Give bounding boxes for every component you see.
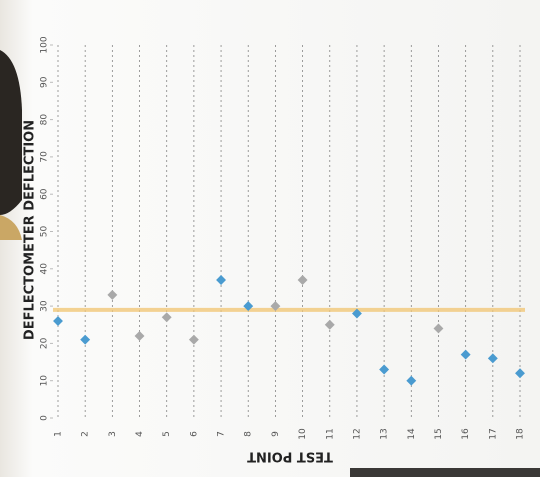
y-tick-label: 50 (40, 226, 50, 238)
y-tick-label: 80 (40, 114, 50, 126)
background-edge (350, 468, 540, 477)
x-tick-label: 15 (434, 428, 444, 439)
y-tick-label: 90 (40, 76, 50, 88)
x-tick-label: 9 (271, 431, 281, 437)
y-tick-label: 60 (40, 188, 50, 200)
x-tick-label: 8 (244, 431, 254, 437)
y-tick-label: 100 (40, 36, 50, 53)
paper (0, 0, 540, 477)
x-tick-label: 4 (135, 431, 145, 437)
y-tick-label: 30 (40, 300, 50, 312)
x-tick-label: 10 (298, 428, 308, 440)
x-tick-label: 16 (461, 428, 471, 440)
y-tick-label: 20 (40, 337, 50, 349)
x-tick-label: 11 (325, 428, 335, 439)
x-tick-label: 3 (108, 431, 118, 437)
x-tick-label: 5 (162, 431, 172, 437)
x-tick-label: 13 (380, 428, 390, 439)
x-tick-label: 17 (488, 428, 498, 439)
y-axis-title: DEFLECTOMETER DEFLECTION (23, 120, 38, 340)
chart: DEFLECTOMETER DEFLECTION TEST POINT 0 10 2… (0, 0, 540, 477)
x-tick-label: 14 (407, 428, 417, 440)
y-tick-label: 10 (40, 375, 50, 387)
x-tick-label: 6 (189, 431, 199, 437)
x-tick-label: 1 (54, 431, 64, 437)
y-tick-label: 40 (40, 263, 50, 275)
x-tick-label: 12 (352, 428, 362, 439)
x-tick-label: 2 (81, 431, 91, 437)
y-tick-label: 70 (40, 151, 50, 163)
x-axis-title: TEST POINT (247, 449, 333, 464)
x-tick-label: 7 (217, 431, 227, 437)
y-tick-label: 0 (40, 415, 50, 421)
x-tick-label: 18 (516, 428, 526, 440)
